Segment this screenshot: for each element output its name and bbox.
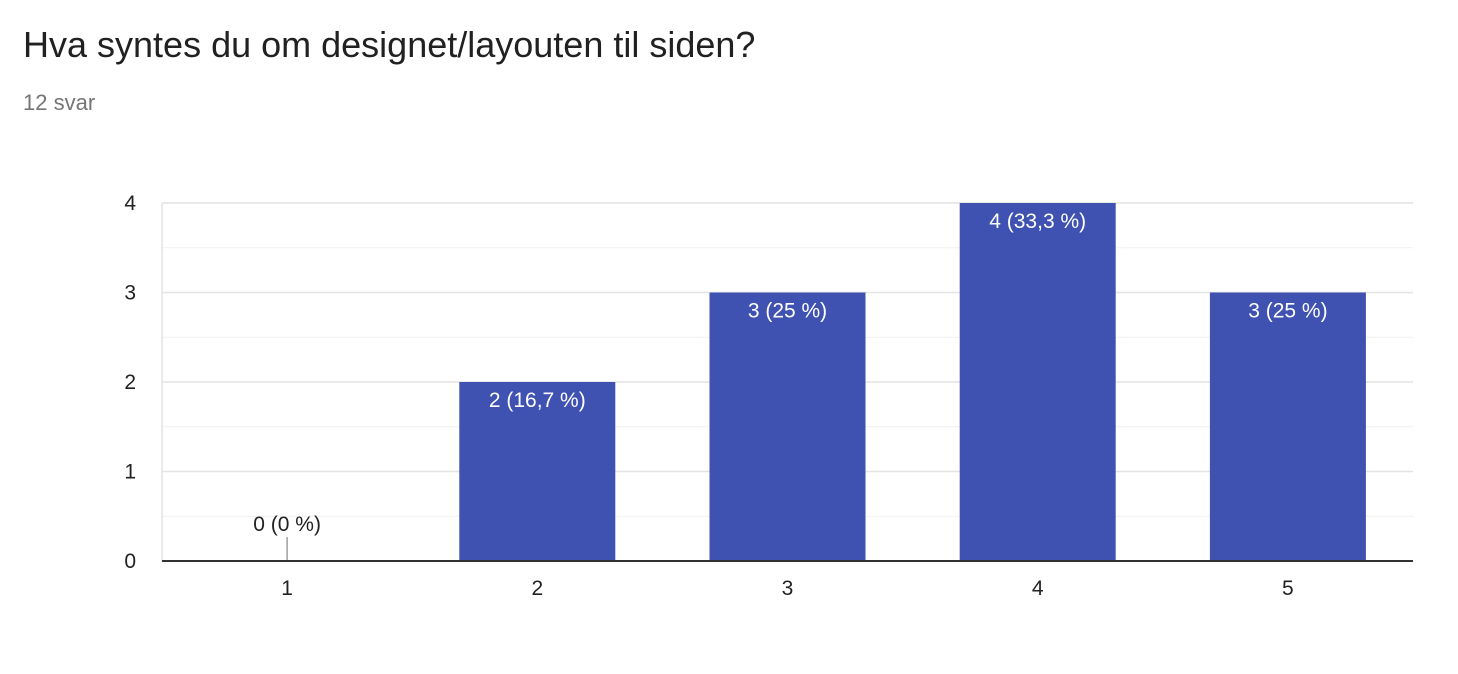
bar <box>459 382 616 561</box>
x-tick-label: 2 <box>531 577 543 600</box>
x-tick-label: 4 <box>1032 577 1044 600</box>
bar-value-label: 4 (33,3 %) <box>989 210 1086 233</box>
x-tick-label: 1 <box>281 577 293 600</box>
response-count: 12 svar <box>23 90 96 115</box>
x-tick-label: 3 <box>782 577 794 600</box>
page-title: Hva syntes du om designet/layouten til s… <box>23 24 756 65</box>
y-tick-label: 0 <box>124 550 136 573</box>
x-tick-label: 5 <box>1282 577 1294 600</box>
y-tick-label: 3 <box>124 282 136 305</box>
y-tick-label: 1 <box>124 461 136 484</box>
y-tick-label: 2 <box>124 371 136 394</box>
y-tick-label: 4 <box>124 192 136 215</box>
bar-value-label: 3 (25 %) <box>748 300 827 323</box>
bar-value-label: 2 (16,7 %) <box>489 389 586 412</box>
bar <box>709 292 866 561</box>
bar-value-label: 3 (25 %) <box>1248 300 1327 323</box>
bar <box>1209 292 1366 561</box>
bar-value-label: 0 (0 %) <box>253 513 321 536</box>
bar <box>959 203 1116 561</box>
